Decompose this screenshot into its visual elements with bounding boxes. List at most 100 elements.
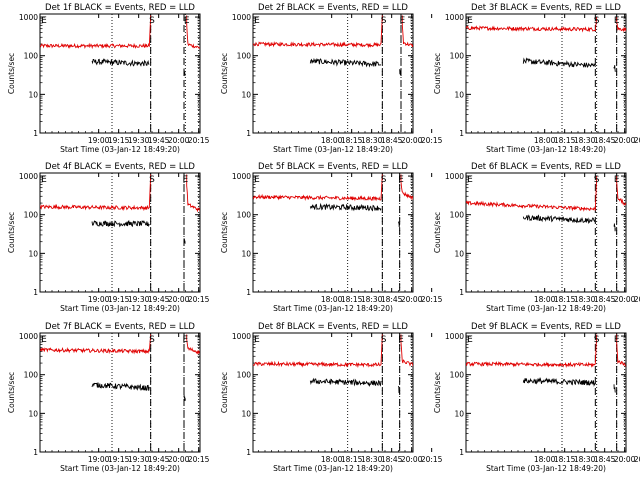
series-events-segment-0: [309, 57, 382, 68]
series-events-segment-1: [398, 221, 400, 228]
x-tick-label: 20:00: [168, 455, 190, 464]
flare-end-marker: E: [614, 16, 620, 26]
series-lld-segment-0: [253, 334, 383, 369]
y-tick-label: 10: [454, 409, 464, 418]
series-lld-segment-0: [253, 15, 383, 49]
x-tick-label: 20:15: [188, 295, 210, 304]
x-tick-label: 18:30: [574, 136, 596, 145]
x-tick-label: 20:15: [188, 136, 210, 145]
y-tick-label: 1000: [445, 332, 464, 341]
series-events-segment-0: [91, 219, 150, 228]
x-tick-label: 18:15: [554, 136, 576, 145]
plot-frame: [465, 13, 627, 134]
plot-area: [253, 14, 413, 133]
plot-area: [253, 333, 413, 452]
plot-area: [40, 14, 200, 133]
flare-start-marker: S: [381, 175, 387, 185]
panel-det-9f: Det 9f BLACK = Events, RED = LLD 1 10 100 10…: [433, 322, 640, 473]
series-events-segment-1: [183, 393, 186, 401]
y-axis-label: Counts/sec: [433, 372, 442, 413]
x-tick-label: 19:00: [88, 455, 110, 464]
x-tick-label: 19:15: [108, 136, 130, 145]
plot-area: [40, 333, 200, 452]
flare-end-marker: E: [182, 175, 188, 185]
x-tick-label: 18:45: [381, 136, 403, 145]
x-tick-label: 19:45: [148, 455, 170, 464]
x-tick-label: 20:00: [614, 136, 636, 145]
x-tick-label: 18:00: [534, 136, 556, 145]
series-lld-segment-1: [186, 174, 200, 213]
series-lld-segment-1: [616, 17, 626, 33]
flare-end-marker: E: [182, 335, 188, 345]
panel-title: Det 4f BLACK = Events, RED = LLD: [45, 162, 195, 172]
flare-end-marker: E: [184, 16, 190, 26]
left-edge-marker: E: [254, 16, 260, 26]
y-axis-label: Counts/sec: [220, 53, 229, 94]
flare-end-marker: E: [614, 175, 620, 185]
panel-title: Det 9f BLACK = Events, RED = LLD: [471, 322, 621, 332]
x-tick-label: 20:15: [421, 455, 443, 464]
x-axis-label: Start Time (03-Jan-12 18:49:20): [486, 304, 606, 313]
plot-frame: [39, 332, 201, 453]
flare-start-marker: S: [594, 175, 600, 185]
x-tick-label: 20:00: [168, 136, 190, 145]
y-tick-label: 1000: [232, 13, 251, 22]
series-lld-segment-1: [616, 334, 626, 367]
x-tick-label: 20:15: [188, 455, 210, 464]
x-axis-label: Start Time (03-Jan-12 18:49:20): [273, 464, 393, 473]
left-edge-marker: E: [254, 175, 260, 185]
series-events-segment-1: [613, 384, 616, 393]
y-tick-label: 1000: [232, 172, 251, 181]
x-tick-label: 20:00: [614, 295, 636, 304]
series-events-segment-1: [613, 65, 616, 72]
x-tick-label: 18:45: [594, 136, 616, 145]
series-events-segment-0: [522, 377, 596, 387]
series-lld-segment-0: [253, 174, 383, 202]
plot-area: [466, 333, 626, 452]
x-tick-label: 18:00: [534, 455, 556, 464]
y-tick-label: 10: [28, 409, 38, 418]
x-tick-label: 18:30: [574, 455, 596, 464]
left-edge-marker: E: [41, 175, 47, 185]
series-lld-segment-0: [40, 174, 152, 212]
flare-start-marker: S: [594, 16, 600, 26]
y-tick-label: 100: [24, 211, 39, 220]
left-edge-marker: E: [41, 16, 47, 26]
series-events-segment-0: [309, 377, 382, 387]
y-tick-label: 1: [459, 129, 464, 138]
x-tick-label: 18:15: [554, 455, 576, 464]
plot-area: [40, 173, 200, 292]
x-tick-label: 20:15: [634, 455, 640, 464]
plot-area: [253, 173, 413, 292]
x-tick-label: 20:00: [401, 455, 423, 464]
x-tick-label: 18:45: [381, 455, 403, 464]
plot-area: [466, 173, 626, 292]
y-tick-label: 1: [246, 288, 251, 297]
panel-title: Det 2f BLACK = Events, RED = LLD: [258, 3, 408, 13]
x-tick-label: 18:45: [594, 455, 616, 464]
x-tick-label: 19:45: [148, 295, 170, 304]
panel-title: Det 3f BLACK = Events, RED = LLD: [471, 3, 621, 13]
x-tick-label: 19:15: [108, 295, 130, 304]
left-edge-marker: E: [254, 335, 260, 345]
series-lld-segment-1: [186, 15, 200, 49]
x-axis-label: Start Time (03-Jan-12 18:49:20): [60, 304, 180, 313]
x-tick-label: 18:15: [341, 136, 363, 145]
x-tick-label: 18:45: [594, 295, 616, 304]
x-tick-label: 18:45: [381, 295, 403, 304]
y-tick-label: 100: [237, 211, 252, 220]
series-events-segment-1: [399, 69, 402, 76]
plot-frame: [252, 332, 414, 453]
y-tick-label: 100: [450, 52, 465, 61]
flare-start-marker: S: [381, 335, 387, 345]
y-tick-label: 100: [24, 371, 39, 380]
flare-end-marker: E: [614, 335, 620, 345]
y-axis-label: Counts/sec: [220, 372, 229, 413]
left-edge-marker: E: [467, 175, 473, 185]
left-edge-marker: E: [467, 16, 473, 26]
y-tick-label: 1: [33, 288, 38, 297]
x-tick-label: 18:15: [554, 295, 576, 304]
y-axis-label: Counts/sec: [7, 212, 16, 253]
x-tick-label: 20:15: [421, 136, 443, 145]
